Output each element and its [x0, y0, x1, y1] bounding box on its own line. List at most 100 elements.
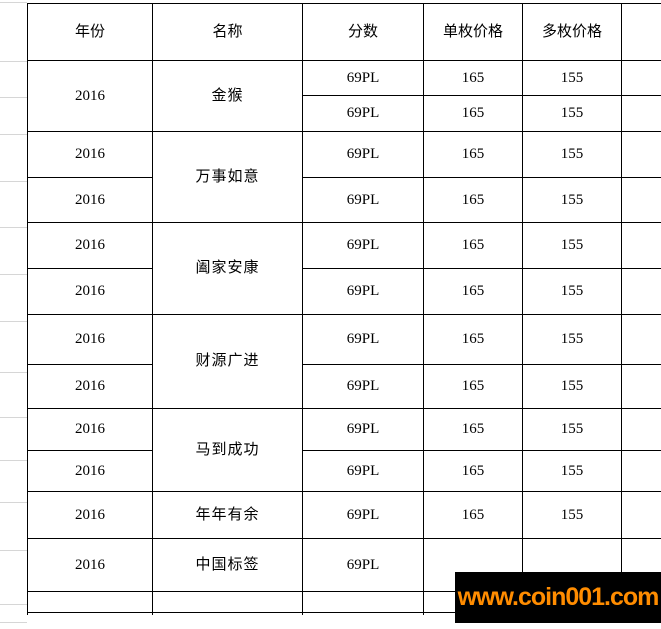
header-score[interactable]: 分数	[302, 3, 424, 61]
year-cell[interactable]: 2016	[27, 222, 153, 269]
header-name[interactable]: 名称	[152, 3, 303, 61]
stub-cell[interactable]	[621, 491, 661, 539]
table-row: 2016 69PL 165 155	[27, 364, 661, 409]
score-cell[interactable]: 69PL	[302, 538, 424, 592]
year-cell[interactable]	[27, 612, 153, 615]
multi-price-cell[interactable]: 155	[522, 408, 622, 451]
table-row: 2016 万事如意 69PL 165 155	[27, 131, 661, 223]
year-cell[interactable]: 2016	[27, 364, 153, 409]
score-cell[interactable]: 69PL	[302, 95, 424, 132]
year-cell[interactable]: 2016	[27, 314, 153, 365]
single-price-cell[interactable]: 165	[423, 222, 523, 269]
multi-price-cell[interactable]: 155	[522, 268, 622, 315]
margin-gridline	[0, 417, 27, 418]
year-cell[interactable]: 2016	[27, 268, 153, 315]
multi-price-cell[interactable]: 155	[522, 491, 622, 539]
name-cell[interactable]: 马到成功	[152, 408, 303, 492]
margin-gridline	[0, 321, 27, 322]
header-single-price[interactable]: 单枚价格	[423, 3, 523, 61]
stub-cell[interactable]	[621, 60, 661, 96]
margin-gridline	[0, 227, 27, 228]
table-row: 2016 69PL 165 155	[27, 450, 661, 492]
header-year[interactable]: 年份	[27, 3, 153, 61]
score-cell[interactable]: 69PL	[302, 60, 424, 96]
table-row: 2016 69PL 165 155	[27, 268, 661, 315]
score-cell[interactable]: 69PL	[302, 408, 424, 451]
multi-price-cell[interactable]: 155	[522, 222, 622, 269]
watermark: www.coin001.com	[455, 572, 661, 623]
multi-price-cell[interactable]: 155	[522, 450, 622, 492]
year-cell[interactable]	[27, 591, 153, 613]
single-price-cell[interactable]: 165	[423, 60, 523, 96]
score-cell[interactable]: 69PL	[302, 491, 424, 539]
name-cell[interactable]: 阖家安康	[152, 222, 303, 315]
year-cell[interactable]: 2016	[27, 450, 153, 492]
multi-price-cell[interactable]: 155	[522, 364, 622, 409]
table-row: 2016 财源广进 69PL 165 155	[27, 314, 661, 409]
stub-cell[interactable]	[621, 95, 661, 132]
table-row: 69PL 165 155	[28, 95, 661, 132]
year-cell[interactable]: 2016	[27, 131, 153, 178]
single-price-cell[interactable]: 165	[423, 268, 523, 315]
margin-gridline	[0, 622, 27, 623]
table-row: 2016 年年有余 69PL 165 155	[27, 491, 661, 539]
header-multi-price[interactable]: 多枚价格	[522, 3, 622, 61]
table-header-row: 年份 名称 分数 单枚价格 多枚价格	[27, 3, 661, 61]
margin-gridline	[0, 550, 27, 551]
single-price-cell[interactable]: 165	[423, 314, 523, 365]
single-price-cell[interactable]: 165	[423, 491, 523, 539]
name-cell[interactable]: 财源广进	[152, 314, 303, 409]
margin-gridline	[0, 181, 27, 182]
name-cell[interactable]: 中国标签	[152, 538, 303, 592]
name-cell[interactable]	[152, 612, 303, 615]
score-cell[interactable]: 69PL	[302, 222, 424, 269]
year-cell[interactable]: 2016	[27, 538, 153, 592]
multi-price-cell[interactable]: 155	[522, 60, 622, 96]
single-price-cell[interactable]: 165	[423, 131, 523, 178]
stub-cell[interactable]	[621, 408, 661, 451]
name-cell[interactable]: 金猴	[152, 60, 303, 132]
score-cell[interactable]: 69PL	[302, 450, 424, 492]
stub-cell[interactable]	[621, 3, 661, 61]
price-table: 年份 名称 分数 单枚价格 多枚价格 2016 金猴 69PL 165 155 …	[27, 3, 661, 615]
multi-price-cell[interactable]: 155	[522, 314, 622, 365]
stub-cell[interactable]	[621, 177, 661, 223]
stub-cell[interactable]	[621, 450, 661, 492]
score-cell[interactable]	[302, 591, 424, 613]
stub-cell[interactable]	[621, 268, 661, 315]
name-cell[interactable]	[152, 591, 303, 613]
single-price-cell[interactable]: 165	[423, 95, 523, 132]
single-price-cell[interactable]: 165	[423, 408, 523, 451]
sheet-margin	[0, 0, 27, 629]
score-cell[interactable]: 69PL	[302, 177, 424, 223]
multi-price-cell[interactable]: 155	[522, 131, 622, 178]
score-cell[interactable]: 69PL	[302, 268, 424, 315]
year-cell[interactable]: 2016	[27, 177, 153, 223]
year-cell[interactable]: 2016	[27, 60, 153, 132]
multi-price-cell[interactable]: 155	[522, 95, 622, 132]
score-cell[interactable]: 69PL	[302, 314, 424, 365]
stub-cell[interactable]	[621, 364, 661, 409]
year-cell[interactable]: 2016	[27, 491, 153, 539]
margin-gridline	[0, 97, 27, 98]
table-row: 2016 阖家安康 69PL 165 155	[27, 222, 661, 315]
margin-gridline	[0, 502, 27, 503]
single-price-cell[interactable]: 165	[423, 177, 523, 223]
stub-cell[interactable]	[621, 222, 661, 269]
margin-gridline	[0, 134, 27, 135]
margin-gridline	[0, 2, 27, 3]
stub-cell[interactable]	[621, 314, 661, 365]
multi-price-cell[interactable]: 155	[522, 177, 622, 223]
margin-gridline	[0, 274, 27, 275]
name-cell[interactable]: 万事如意	[152, 131, 303, 223]
score-cell[interactable]: 69PL	[302, 364, 424, 409]
stub-cell[interactable]	[621, 131, 661, 178]
single-price-cell[interactable]: 165	[423, 364, 523, 409]
year-cell[interactable]: 2016	[27, 408, 153, 451]
table-row: 2016 金猴 69PL 165 155	[27, 60, 661, 132]
margin-gridline	[0, 604, 27, 605]
name-cell[interactable]: 年年有余	[152, 491, 303, 539]
score-cell[interactable]: 69PL	[302, 131, 424, 178]
score-cell[interactable]	[302, 612, 424, 615]
single-price-cell[interactable]: 165	[423, 450, 523, 492]
